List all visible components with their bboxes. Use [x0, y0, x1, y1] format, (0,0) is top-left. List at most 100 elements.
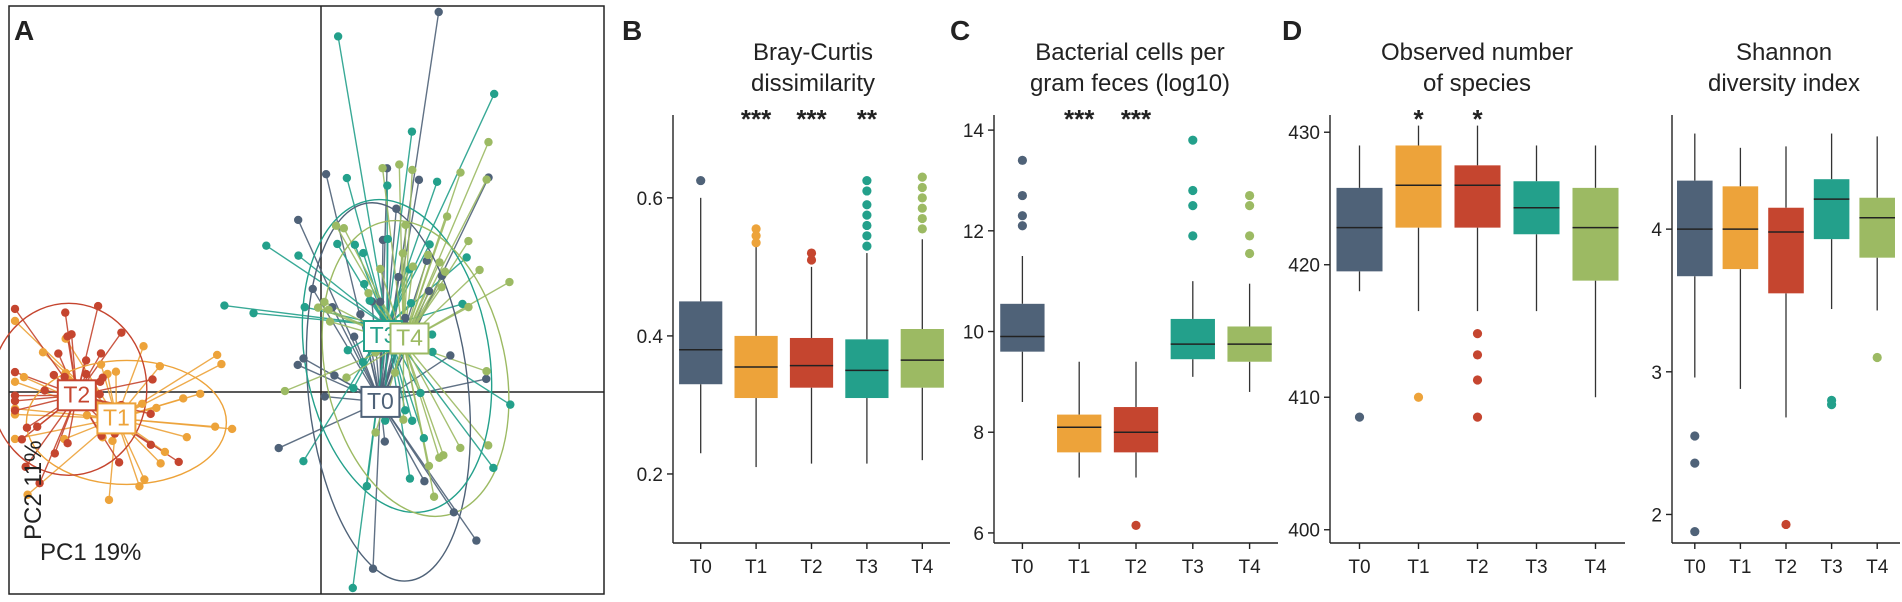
pcoa-point-t3	[427, 330, 437, 339]
y-tick-label-c: 6	[973, 524, 984, 545]
pcoa-point-t0	[320, 392, 329, 401]
pcoa-point-t4	[342, 373, 351, 382]
pcoa-point-t1	[152, 403, 161, 413]
pcoa-centroid-box-t0	[360, 385, 401, 418]
pcoa-point-t2	[95, 377, 105, 387]
pcoa-point-t4	[442, 212, 452, 221]
pcoa-point-t3	[416, 388, 425, 398]
pcoa-point-t2	[40, 386, 49, 395]
pcoa-spider-t3	[265, 245, 388, 327]
outlier-d-t2	[1472, 350, 1483, 360]
outlier-c-t0	[1017, 155, 1027, 165]
pcoa-point-t2	[21, 462, 30, 472]
pcoa-point-t1	[10, 434, 20, 444]
pcoa-spider-t0	[297, 219, 382, 403]
pcoa-point-t2	[81, 356, 91, 365]
pcoa-point-t3	[489, 89, 499, 99]
pcoa-point-t4	[324, 305, 333, 314]
outlier-b-t4	[917, 203, 927, 213]
pcoa-spider-t3	[298, 255, 388, 327]
pcoa-centroid-box-t4	[389, 322, 430, 355]
pcoa-point-t1	[19, 372, 29, 382]
box-panel-title-b: dissimilarity	[751, 70, 875, 97]
pcoa-point-t2	[146, 409, 155, 419]
pcoa-point-t4	[437, 282, 446, 292]
outlier-d2-t0	[1690, 431, 1700, 441]
box-panel-c: Bacterial cells per gram feces (log10) 6 8 1…	[963, 39, 1278, 578]
box-panel-title-d: Observed number	[1381, 39, 1573, 66]
y-tick-label-c: 14	[963, 121, 985, 142]
pcoa-spider-t4	[381, 168, 405, 343]
box-panel-title-d2: Shannon	[1736, 39, 1832, 66]
x-tick-label-b-t0: T0	[690, 557, 712, 578]
pcoa-point-t2	[10, 367, 20, 377]
pcoa-point-t2	[22, 423, 32, 432]
outlier-c-t0	[1017, 211, 1027, 221]
pcoa-point-t4	[313, 303, 323, 312]
pcoa-point-t4	[456, 168, 465, 177]
pcoa-points	[10, 7, 515, 593]
x-tick-label-d-t2: T2	[1466, 557, 1488, 578]
box-b-t2	[789, 337, 834, 388]
pcoa-point-t2	[17, 435, 27, 444]
pcoa-point-t0	[446, 351, 455, 360]
pcoa-point-t1	[156, 459, 165, 468]
outlier-d-t2	[1472, 412, 1483, 422]
pcoa-point-t4	[408, 165, 417, 175]
box-d2-t4	[1859, 197, 1895, 258]
outlier-c-t3	[1188, 201, 1198, 211]
significance-b-t2: ***	[796, 104, 827, 134]
pcoa-frame	[8, 5, 605, 595]
pcoa-point-t4	[325, 317, 335, 326]
pcoa-point-t1	[155, 361, 165, 371]
pcoa-point-t1	[135, 482, 144, 491]
y-tick-label-d2: 3	[1651, 363, 1662, 384]
outlier-b-t3	[862, 175, 872, 186]
box-d2-t3	[1813, 179, 1850, 240]
outlier-b-t3	[862, 220, 872, 231]
pcoa-point-t3	[489, 463, 498, 473]
panel-letter-b: B	[622, 15, 642, 46]
pcoa-spider-t3	[224, 304, 388, 327]
outlier-c-t3	[1188, 231, 1198, 241]
pcoa-point-t4	[435, 258, 444, 267]
pcoa-point-t0	[293, 360, 302, 370]
box-c-t0	[1000, 303, 1045, 352]
outlier-c-t4	[1245, 248, 1255, 259]
x-tick-label-d-t0: T0	[1348, 557, 1370, 578]
outlier-b-t1	[751, 231, 761, 241]
pcoa-point-t3	[383, 234, 393, 244]
pcoa-centroid-box-t1	[96, 402, 137, 435]
pcoa-spider-t4	[402, 342, 445, 456]
pcoa-point-t2	[49, 370, 59, 380]
pcoa-ellipse-t3	[301, 198, 493, 514]
pcoa-point-t2	[93, 301, 103, 311]
pcoa-spider-t0	[372, 401, 382, 569]
pcoa-point-t0	[308, 284, 317, 294]
pcoa-point-t3	[350, 240, 360, 250]
box-d-t0	[1336, 187, 1383, 272]
pcoa-point-t3	[419, 434, 429, 443]
pcoa-point-t3	[358, 357, 368, 367]
pcoa-point-t2	[96, 349, 106, 358]
box-d-t1	[1395, 145, 1442, 228]
pcoa-point-t4	[456, 443, 465, 453]
pcoa-point-t4	[475, 265, 484, 275]
y-tick-label-d: 400	[1288, 521, 1320, 542]
pcoa-point-t1	[196, 389, 205, 399]
pcoa-point-t3	[365, 296, 374, 305]
outlier-d2-t3	[1827, 395, 1837, 405]
outlier-b-t4	[917, 213, 927, 224]
pcoa-point-t3	[428, 347, 437, 357]
pcoa-point-t1	[139, 342, 148, 351]
outlier-d-t2	[1472, 375, 1483, 385]
panel-letter-c: C	[950, 15, 970, 46]
y-tick-label-d: 420	[1288, 256, 1320, 277]
outlier-d-t1	[1413, 392, 1424, 402]
box-b-t3	[845, 339, 889, 399]
pcoa-spider-lines	[14, 11, 511, 589]
y-tick-label-d: 430	[1288, 123, 1320, 144]
pcoa-point-t2	[63, 438, 72, 448]
